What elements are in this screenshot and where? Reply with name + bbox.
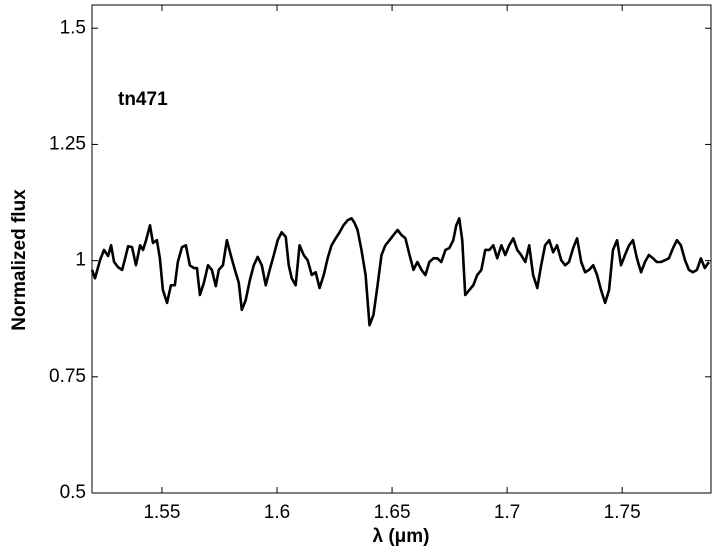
x-tick-label: 1.75	[604, 502, 641, 523]
x-tick-label: 1.6	[264, 502, 290, 523]
annotation: tn471	[118, 89, 168, 110]
spectrum-line	[90, 217, 711, 327]
y-tick-label: 1.5	[60, 17, 86, 38]
y-tick-label: 1.25	[49, 133, 86, 154]
y-tick-label: 0.5	[60, 482, 86, 503]
y-tick-label: 0.75	[49, 366, 86, 387]
x-tick-label: 1.7	[494, 502, 520, 523]
x-tick-label: 1.65	[374, 502, 411, 523]
plot-frame	[91, 4, 712, 494]
x-axis-label: λ (μm)	[372, 526, 429, 547]
y-axis-label: Normalized flux	[9, 189, 30, 331]
x-tick-label: 1.55	[143, 502, 180, 523]
y-tick-label: 1	[75, 250, 86, 271]
